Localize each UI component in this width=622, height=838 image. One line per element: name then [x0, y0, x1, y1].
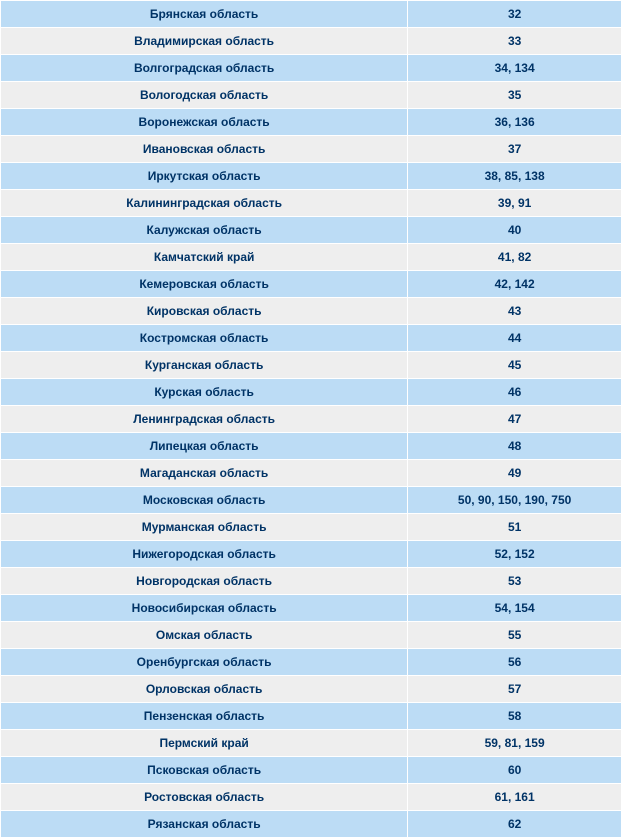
region-cell: Калужская область: [1, 217, 408, 244]
codes-cell: 48: [408, 433, 622, 460]
table-row: Иркутская область38, 85, 138: [1, 163, 622, 190]
region-cell: Пермский край: [1, 730, 408, 757]
codes-cell: 45: [408, 352, 622, 379]
region-cell: Московская область: [1, 487, 408, 514]
table-row: Ленинградская область47: [1, 406, 622, 433]
table-row: Московская область50, 90, 150, 190, 750: [1, 487, 622, 514]
region-cell: Липецкая область: [1, 433, 408, 460]
region-cell: Нижегородская область: [1, 541, 408, 568]
region-cell: Магаданская область: [1, 460, 408, 487]
table-row: Воронежская область36, 136: [1, 109, 622, 136]
codes-cell: 43: [408, 298, 622, 325]
region-cell: Ленинградская область: [1, 406, 408, 433]
codes-cell: 57: [408, 676, 622, 703]
codes-cell: 53: [408, 568, 622, 595]
codes-cell: 36, 136: [408, 109, 622, 136]
table-row: Псковская область60: [1, 757, 622, 784]
region-cell: Камчатский край: [1, 244, 408, 271]
codes-cell: 40: [408, 217, 622, 244]
codes-cell: 59, 81, 159: [408, 730, 622, 757]
codes-cell: 34, 134: [408, 55, 622, 82]
region-cell: Кемеровская область: [1, 271, 408, 298]
table-row: Владимирская область33: [1, 28, 622, 55]
region-cell: Омская область: [1, 622, 408, 649]
region-cell: Кировская область: [1, 298, 408, 325]
codes-cell: 46: [408, 379, 622, 406]
region-cell: Ивановская область: [1, 136, 408, 163]
table-row: Костромская область44: [1, 325, 622, 352]
table-row: Волгоградская область34, 134: [1, 55, 622, 82]
table-row: Орловская область57: [1, 676, 622, 703]
codes-cell: 32: [408, 1, 622, 28]
regions-table: Брянская область32Владимирская область33…: [0, 0, 622, 838]
table-row: Курская область46: [1, 379, 622, 406]
table-row: Пензенская область58: [1, 703, 622, 730]
codes-cell: 62: [408, 811, 622, 838]
table-row: Магаданская область49: [1, 460, 622, 487]
table-row: Мурманская область51: [1, 514, 622, 541]
table-row: Новгородская область53: [1, 568, 622, 595]
codes-cell: 37: [408, 136, 622, 163]
table-row: Кировская область43: [1, 298, 622, 325]
region-cell: Курганская область: [1, 352, 408, 379]
region-cell: Ростовская область: [1, 784, 408, 811]
codes-cell: 54, 154: [408, 595, 622, 622]
table-row: Нижегородская область52, 152: [1, 541, 622, 568]
table-row: Брянская область32: [1, 1, 622, 28]
codes-cell: 56: [408, 649, 622, 676]
region-cell: Владимирская область: [1, 28, 408, 55]
region-cell: Вологодская область: [1, 82, 408, 109]
region-cell: Мурманская область: [1, 514, 408, 541]
codes-cell: 33: [408, 28, 622, 55]
region-cell: Новосибирская область: [1, 595, 408, 622]
region-cell: Иркутская область: [1, 163, 408, 190]
table-row: Омская область55: [1, 622, 622, 649]
regions-table-body: Брянская область32Владимирская область33…: [1, 1, 622, 838]
region-cell: Воронежская область: [1, 109, 408, 136]
codes-cell: 51: [408, 514, 622, 541]
codes-cell: 60: [408, 757, 622, 784]
table-row: Калининградская область39, 91: [1, 190, 622, 217]
codes-cell: 35: [408, 82, 622, 109]
table-row: Калужская область40: [1, 217, 622, 244]
region-cell: Новгородская область: [1, 568, 408, 595]
region-cell: Рязанская область: [1, 811, 408, 838]
table-row: Курганская область45: [1, 352, 622, 379]
region-cell: Калининградская область: [1, 190, 408, 217]
table-row: Камчатский край41, 82: [1, 244, 622, 271]
table-row: Кемеровская область42, 142: [1, 271, 622, 298]
region-cell: Псковская область: [1, 757, 408, 784]
codes-cell: 50, 90, 150, 190, 750: [408, 487, 622, 514]
table-row: Вологодская область35: [1, 82, 622, 109]
table-row: Рязанская область62: [1, 811, 622, 838]
region-cell: Оренбургская область: [1, 649, 408, 676]
codes-cell: 58: [408, 703, 622, 730]
codes-cell: 42, 142: [408, 271, 622, 298]
codes-cell: 39, 91: [408, 190, 622, 217]
table-row: Оренбургская область56: [1, 649, 622, 676]
region-cell: Орловская область: [1, 676, 408, 703]
region-cell: Пензенская область: [1, 703, 408, 730]
codes-cell: 41, 82: [408, 244, 622, 271]
region-cell: Курская область: [1, 379, 408, 406]
region-cell: Брянская область: [1, 1, 408, 28]
table-row: Липецкая область48: [1, 433, 622, 460]
table-row: Ростовская область61, 161: [1, 784, 622, 811]
table-row: Новосибирская область54, 154: [1, 595, 622, 622]
codes-cell: 49: [408, 460, 622, 487]
region-cell: Костромская область: [1, 325, 408, 352]
codes-cell: 52, 152: [408, 541, 622, 568]
codes-cell: 44: [408, 325, 622, 352]
table-row: Пермский край59, 81, 159: [1, 730, 622, 757]
codes-cell: 61, 161: [408, 784, 622, 811]
codes-cell: 55: [408, 622, 622, 649]
codes-cell: 38, 85, 138: [408, 163, 622, 190]
table-row: Ивановская область37: [1, 136, 622, 163]
region-cell: Волгоградская область: [1, 55, 408, 82]
codes-cell: 47: [408, 406, 622, 433]
